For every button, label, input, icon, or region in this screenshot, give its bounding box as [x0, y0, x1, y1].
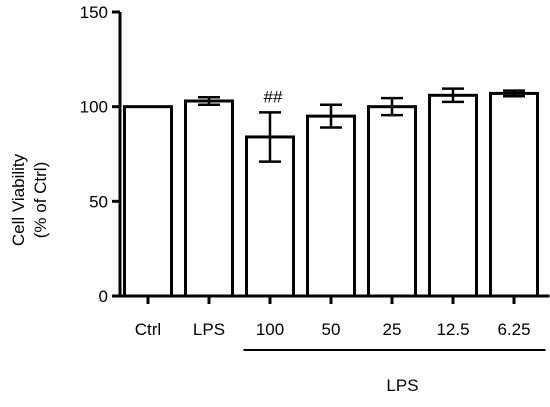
x-tick-label: 100 [256, 320, 284, 339]
error-bar [381, 96, 403, 117]
x-tick-label: 6.25 [497, 320, 530, 339]
error-bar [442, 87, 464, 104]
error-bar [198, 95, 220, 107]
bar [123, 105, 173, 298]
annotations-layer: ## [264, 87, 283, 106]
error-bar [320, 103, 342, 129]
group-label: LPS [386, 376, 418, 395]
bar [489, 91, 539, 298]
x-tick-label: 25 [383, 320, 402, 339]
error-bar [503, 89, 525, 98]
y-tick-label: 150 [80, 3, 108, 22]
y-tick-label: 0 [99, 287, 108, 306]
error-bar [259, 111, 281, 163]
x-tick-label: 12.5 [436, 320, 469, 339]
bar [306, 114, 356, 298]
y-ticks-layer: 0 50 100 150 [80, 3, 120, 306]
y-axis-label-line1: Cell Viability [9, 153, 28, 246]
bar [367, 105, 417, 298]
x-tick-label: Ctrl [135, 320, 161, 339]
x-tick-label: 50 [322, 320, 341, 339]
bar [184, 99, 234, 298]
y-tick-label: 50 [89, 192, 108, 211]
significance-annotation: ## [264, 87, 283, 106]
y-tick-label: 100 [80, 98, 108, 117]
bar [428, 93, 478, 298]
x-ticks-layer: Ctrl LPS 100 50 25 12.5 6.25 [135, 296, 531, 339]
error-bars-layer [198, 87, 525, 163]
x-tick-label: LPS [193, 320, 225, 339]
y-axis-label-line2: (% of Ctrl) [31, 162, 50, 239]
